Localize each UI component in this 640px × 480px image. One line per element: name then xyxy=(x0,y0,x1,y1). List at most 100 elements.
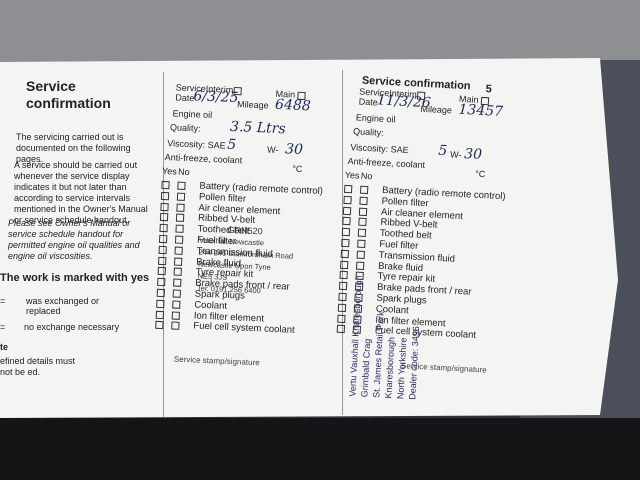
checkbox xyxy=(339,271,348,280)
label: °C xyxy=(292,163,303,175)
dealer-stamp: Knaresborough xyxy=(383,336,397,399)
checkbox xyxy=(158,245,167,254)
checkbox xyxy=(357,239,366,249)
checkbox xyxy=(341,227,351,237)
checkbox xyxy=(356,250,365,259)
handwritten-viscosity: 30 xyxy=(463,146,483,164)
checkbox xyxy=(358,207,368,216)
checkbox xyxy=(337,314,346,323)
checkbox xyxy=(174,257,183,266)
checkbox xyxy=(157,267,166,276)
label: Viscosity: SAE xyxy=(167,138,226,151)
checkbox xyxy=(157,278,166,287)
label: Anti-freeze, coolant xyxy=(347,155,426,171)
handwritten-viscosity: 30 xyxy=(284,141,304,159)
checkbox xyxy=(155,321,164,330)
label: W- xyxy=(449,149,462,160)
checkbox xyxy=(160,202,169,211)
intro-heading: The work is marked with yes xyxy=(0,272,150,284)
background xyxy=(0,418,640,480)
checkbox xyxy=(177,181,186,190)
label: Date xyxy=(358,96,379,108)
label: Quality: xyxy=(169,122,201,134)
checkbox xyxy=(173,267,182,277)
checkbox xyxy=(159,213,169,222)
stamp-label: Service stamp/signature xyxy=(173,354,260,368)
label: Viscosity: SAE xyxy=(350,142,409,156)
checkbox xyxy=(176,192,186,201)
handwritten-viscosity: 5 xyxy=(437,142,448,160)
handwritten-viscosity: 5 xyxy=(226,136,237,154)
handwritten-mileage: 6488 xyxy=(274,96,312,115)
label: Engine oil xyxy=(355,112,396,125)
label: Date xyxy=(175,92,195,104)
checkbox xyxy=(340,260,349,269)
checkbox xyxy=(158,234,168,244)
checkbox xyxy=(171,321,180,331)
checkbox xyxy=(155,310,165,319)
label: Yes xyxy=(161,165,178,177)
intro-title: Service confirmation xyxy=(26,78,111,111)
checkbox xyxy=(173,278,182,288)
legend-mark: = xyxy=(0,296,6,306)
checkbox xyxy=(338,292,347,302)
checkbox xyxy=(341,238,350,248)
item-label: Fuel cell system coolant xyxy=(193,320,295,337)
checkbox xyxy=(336,325,346,334)
checkbox xyxy=(176,203,185,212)
handwritten-date: 6/3/25 xyxy=(193,88,239,107)
divider xyxy=(163,72,164,417)
checkbox xyxy=(171,311,181,320)
checkbox xyxy=(172,300,181,309)
checkbox xyxy=(174,235,184,244)
checkbox xyxy=(356,261,365,270)
label: W- xyxy=(266,144,279,155)
checkbox xyxy=(358,218,367,227)
checkbox xyxy=(357,228,367,238)
checkbox xyxy=(342,206,352,215)
checkbox xyxy=(172,289,181,298)
checkbox xyxy=(338,281,348,291)
dealer-stamp: GRN520 xyxy=(227,224,263,237)
label: Yes xyxy=(344,169,360,181)
dealer-stamp: Grimbald Crag xyxy=(359,338,373,398)
note-text: efined details must not be ed. xyxy=(0,356,76,377)
checkbox xyxy=(158,256,167,265)
checkbox xyxy=(359,196,368,205)
legend-text: was exchanged or replaced xyxy=(26,296,100,316)
label: No xyxy=(177,166,190,178)
handwritten-mileage: 13457 xyxy=(458,101,504,121)
background xyxy=(0,0,640,70)
divider xyxy=(342,70,343,415)
intro-text: The servicing carried out is documented … xyxy=(16,132,131,164)
label: Mileage xyxy=(236,99,269,111)
checkbox xyxy=(343,184,353,194)
checkbox xyxy=(156,288,165,298)
checkbox xyxy=(175,224,184,234)
checkbox xyxy=(337,303,347,312)
checkbox xyxy=(343,195,352,205)
checkbox xyxy=(342,217,351,226)
label: °C xyxy=(474,168,486,180)
label: Engine oil xyxy=(172,108,213,121)
intro-text: Please see Owner's Manual or service sch… xyxy=(8,218,140,261)
checkbox xyxy=(161,180,170,190)
dealer-stamp: NE5 3JS xyxy=(197,271,228,282)
legend-mark: = xyxy=(0,322,6,332)
note-heading: te xyxy=(0,342,9,352)
checkbox xyxy=(359,185,369,195)
checkbox xyxy=(175,213,185,223)
intro-text: A service should be carried out whenever… xyxy=(14,160,148,225)
label: Quality: xyxy=(352,126,384,138)
checkbox xyxy=(174,246,183,255)
label: Mileage xyxy=(420,103,453,116)
label: Anti-freeze, coolant xyxy=(164,152,243,166)
checkbox xyxy=(156,299,165,308)
legend-text: no exchange necessary xyxy=(24,322,120,332)
handwritten-quality: 3.5 Ltrs xyxy=(229,118,286,138)
checkbox xyxy=(159,224,168,233)
label: No xyxy=(360,170,373,182)
checkbox xyxy=(340,249,349,258)
checkbox xyxy=(160,191,170,201)
